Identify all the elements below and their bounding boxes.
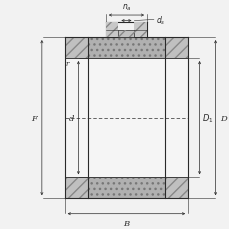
Bar: [105, 22, 118, 38]
Text: B: B: [123, 219, 129, 227]
Text: D: D: [219, 114, 226, 122]
Bar: [134, 22, 146, 38]
Bar: [87, 38, 165, 59]
Bar: [87, 38, 165, 59]
Bar: [165, 38, 187, 59]
Bar: [64, 38, 87, 59]
Bar: [105, 22, 118, 38]
Bar: [64, 38, 87, 59]
Bar: [64, 59, 187, 177]
Text: $d_s$: $d_s$: [155, 14, 165, 27]
Text: $n_a$: $n_a$: [121, 2, 131, 13]
Bar: [64, 38, 187, 198]
Text: d: d: [68, 114, 74, 122]
Text: $D_1$: $D_1$: [201, 112, 213, 124]
Bar: [64, 177, 87, 198]
Bar: [165, 38, 187, 59]
Text: F: F: [31, 114, 37, 122]
Bar: [165, 177, 187, 198]
Bar: [87, 177, 165, 198]
Bar: [165, 177, 187, 198]
Bar: [118, 31, 134, 38]
Bar: [118, 31, 134, 38]
Text: r: r: [65, 60, 69, 68]
Bar: [134, 22, 146, 38]
Bar: [64, 177, 87, 198]
Bar: [87, 177, 165, 198]
